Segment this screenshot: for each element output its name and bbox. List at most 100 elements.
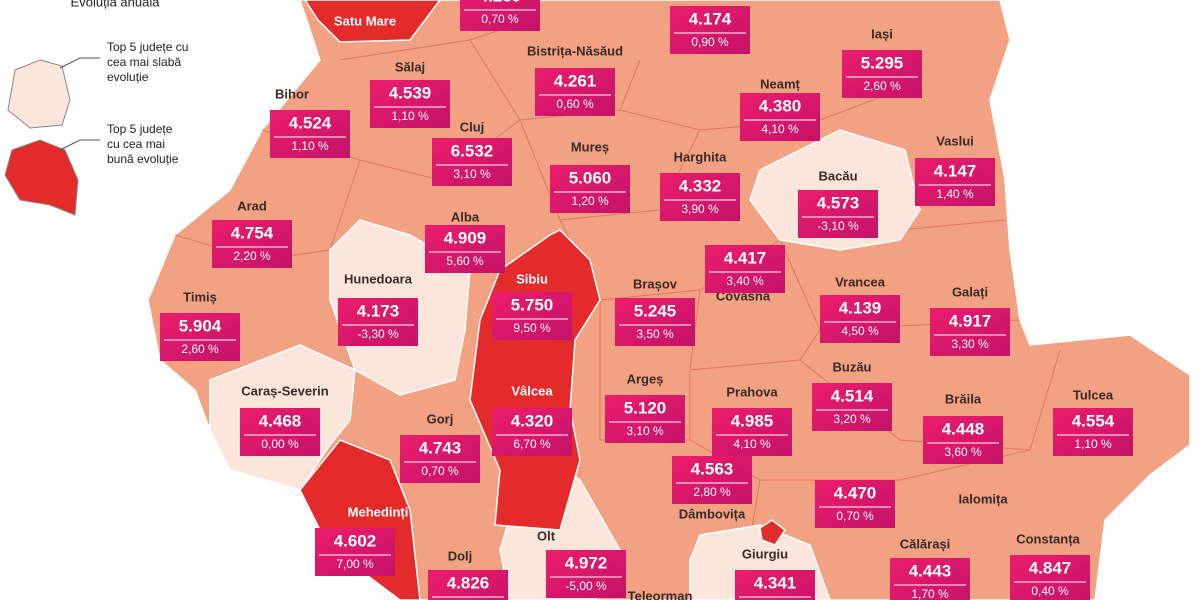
box-bg	[705, 245, 785, 293]
county-box: 5.120 3,10 %	[605, 395, 685, 443]
county-value: 4.524	[289, 113, 332, 132]
county-change: 3,60 %	[944, 445, 982, 459]
county-change: 5,60 %	[446, 254, 484, 268]
county-change: 4,10 %	[761, 122, 799, 136]
county-value: 4.563	[691, 459, 734, 478]
county-change: 0,90 %	[691, 35, 729, 49]
county-value: 4.554	[1072, 411, 1115, 430]
county-box: 4.468 0,00 %	[240, 408, 320, 456]
county-value: 4.468	[259, 411, 302, 430]
county-value: 4.602	[334, 531, 377, 550]
county-name: Satu Mare	[334, 13, 396, 28]
county-name: Bihor	[275, 86, 309, 101]
county-change: 3,10 %	[626, 424, 664, 438]
county-change: -3,30 %	[357, 327, 399, 341]
county-box: 4.602 7,00 %	[315, 528, 395, 576]
county-box: 4.826	[428, 570, 508, 600]
county-name: Harghita	[674, 149, 728, 164]
county-change: 0,70 %	[421, 464, 459, 478]
county-name: Dâmbovița	[679, 506, 746, 521]
county-box: 4.448 3,60 %	[923, 416, 1003, 464]
box-bg	[740, 93, 820, 141]
box-bg	[460, 0, 540, 31]
county-name: Bistrița-Năsăud	[527, 43, 623, 58]
county-name: Alba	[451, 209, 480, 224]
county-box: 4.514 3,20 %	[812, 383, 892, 431]
county-box: 4.743 0,70 %	[400, 435, 480, 483]
county-value: 4.985	[731, 411, 774, 430]
county-change: 7,00 %	[336, 557, 374, 571]
legend-title: Evoluția anuală	[71, 0, 161, 9]
county-box: 4.380 4,10 %	[740, 93, 820, 141]
box-bg	[842, 50, 922, 98]
box-bg	[672, 456, 752, 504]
county-change: 1,10 %	[291, 139, 329, 153]
county-change: 2,80 %	[693, 485, 731, 499]
county-value: 4.173	[357, 301, 400, 320]
county-name: Buzău	[833, 359, 872, 374]
box-bg	[915, 158, 995, 206]
county-name: Arad	[237, 198, 267, 213]
county-name: Ialomița	[958, 491, 1008, 506]
county-change: 1,10 %	[391, 109, 429, 123]
county-value: 4.909	[444, 228, 487, 247]
county-change: 1,40 %	[936, 187, 974, 201]
county-box: 5.245 3,50 %	[615, 298, 695, 346]
county-box: 4.847 0,40 %	[1010, 555, 1090, 600]
county-change: 3,20 %	[833, 412, 871, 426]
box-bg	[432, 138, 512, 186]
box-bg	[923, 416, 1003, 464]
county-change: 2,60 %	[863, 79, 901, 93]
box-bg	[712, 408, 792, 456]
county-name: Gorj	[427, 411, 454, 426]
county-name: Prahova	[726, 384, 778, 399]
county-name: Vâlcea	[511, 383, 553, 398]
county-name: Brăila	[945, 391, 982, 406]
legend-icons	[4, 57, 100, 216]
county-value: 4.261	[554, 71, 597, 90]
county-box: 4.573 -3,10 %	[798, 190, 878, 238]
county-box: 4.563 2,80 %	[672, 456, 752, 504]
county-box: 4.417 3,40 %	[705, 245, 785, 293]
box-bg	[315, 528, 395, 576]
county-value: 4.470	[834, 483, 877, 502]
box-bg	[370, 80, 450, 128]
county-box: 4.173 -3,30 %	[338, 298, 418, 346]
county-value: 5.245	[634, 301, 677, 320]
county-name: Olt	[537, 528, 556, 543]
county-change: 2,60 %	[181, 342, 219, 356]
county-value: 5.904	[179, 316, 222, 335]
county-change: 4,10 %	[733, 437, 771, 451]
county-name: Vrancea	[835, 274, 886, 289]
county-box: 4.332 3,90 %	[660, 173, 740, 221]
county-change: -5,00 %	[565, 579, 607, 593]
county-name: Constanța	[1016, 531, 1080, 546]
legend-weakest: Top 5 județe cu cea mai slabă evoluție	[107, 40, 189, 84]
county-name: Galați	[952, 284, 988, 299]
box-bg	[615, 298, 695, 346]
county-name: Timiș	[183, 289, 217, 304]
county-name: Cluj	[460, 119, 485, 134]
county-box: 4.539 1,10 %	[370, 80, 450, 128]
county-change: 1,20 %	[571, 194, 609, 208]
county-name: Sălaj	[395, 59, 425, 74]
county-value: 6.532	[451, 141, 494, 160]
county-name: Dolj	[448, 548, 473, 563]
box-bg	[270, 110, 350, 158]
county-value: 4.826	[447, 573, 490, 592]
county-value: 4.448	[942, 419, 985, 438]
box-bg	[492, 292, 572, 340]
county-value: 4.139	[839, 298, 882, 317]
county-value: 5.750	[511, 295, 554, 314]
county-change: 4,50 %	[841, 324, 879, 338]
county-value: 4.417	[724, 248, 767, 267]
county-name: Iași	[871, 26, 893, 41]
county-change: 0,70 %	[836, 509, 874, 523]
box-bg	[820, 295, 900, 343]
county-name: Sibiu	[516, 271, 548, 286]
box-bg	[890, 558, 970, 600]
county-change: 3,30 %	[951, 337, 989, 351]
county-box: 5.295 2,60 %	[842, 50, 922, 98]
county-box: 4.917 3,30 %	[930, 308, 1010, 356]
